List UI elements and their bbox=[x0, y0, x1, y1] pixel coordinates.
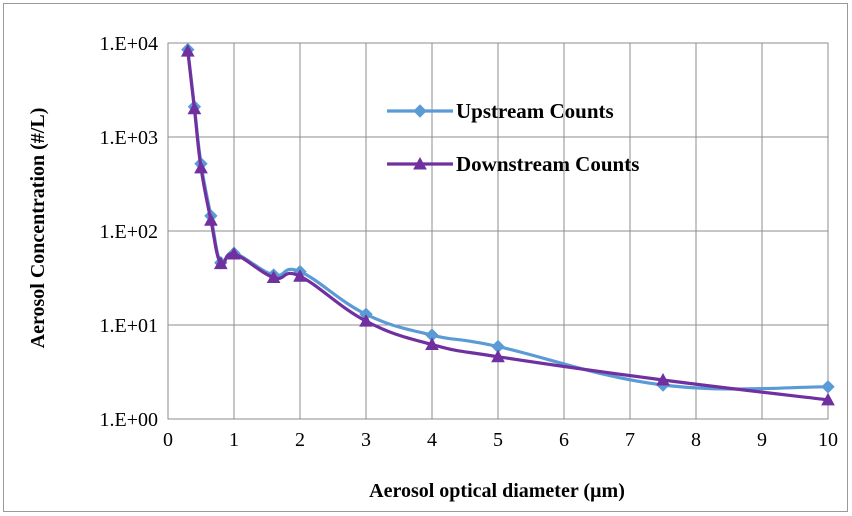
legend-label: Downstream Counts bbox=[456, 152, 639, 176]
x-tick-label: 5 bbox=[493, 429, 503, 451]
legend: Upstream Counts Downstream Counts bbox=[387, 99, 639, 176]
y-tick-label: 1.E+02 bbox=[100, 221, 159, 243]
y-tick-label: 1.E+01 bbox=[100, 315, 159, 337]
data-point-marker bbox=[204, 213, 218, 226]
series-downstream bbox=[180, 44, 835, 406]
data-point-marker bbox=[227, 246, 241, 260]
x-tick-label: 10 bbox=[818, 429, 838, 451]
data-point-marker bbox=[491, 349, 505, 363]
series-upstream bbox=[181, 42, 835, 394]
y-axis-title: Aerosol Concentration (#/L) bbox=[27, 108, 49, 349]
x-tick-label: 2 bbox=[295, 429, 305, 451]
x-tick-label: 3 bbox=[361, 429, 371, 451]
legend-label: Upstream Counts bbox=[456, 99, 614, 123]
data-point-marker bbox=[213, 256, 228, 270]
data-point-marker bbox=[266, 270, 281, 284]
data-point-marker bbox=[180, 44, 195, 57]
data-point-marker bbox=[425, 337, 439, 351]
chart-frame bbox=[3, 3, 848, 512]
y-tick-label: 1.E+04 bbox=[100, 33, 159, 55]
x-tick-label: 6 bbox=[559, 429, 569, 451]
x-tick-label: 0 bbox=[163, 429, 173, 451]
data-point-marker bbox=[194, 160, 208, 174]
data-point-marker bbox=[293, 269, 307, 282]
y-tick-label: 1.E+03 bbox=[100, 127, 159, 149]
data-point-marker bbox=[821, 380, 835, 394]
legend-swatch-marker bbox=[413, 104, 427, 118]
x-tick-label: 9 bbox=[757, 429, 767, 451]
data-point-marker bbox=[187, 101, 202, 115]
plot-area-border bbox=[167, 42, 829, 420]
legend-swatch-marker bbox=[413, 156, 427, 170]
x-tick-label: 7 bbox=[625, 429, 635, 451]
axis-tick-labels: 0 1 2 3 4 5 6 7 8 9 10 1.E+00 1.E+01 1.E+02 1.E+03 1.E+… bbox=[100, 33, 839, 451]
x-tick-label: 1 bbox=[229, 429, 239, 451]
data-point-marker bbox=[821, 392, 835, 406]
data-point-marker bbox=[359, 314, 373, 327]
data-series bbox=[180, 42, 835, 406]
x-tick-label: 4 bbox=[427, 429, 437, 451]
x-tick-label: 8 bbox=[691, 429, 701, 451]
data-point-marker bbox=[656, 372, 670, 386]
y-tick-label: 1.E+00 bbox=[100, 409, 159, 431]
series-line bbox=[186, 49, 830, 402]
x-axis-title: Aerosol optical diameter (µm) bbox=[369, 480, 625, 502]
